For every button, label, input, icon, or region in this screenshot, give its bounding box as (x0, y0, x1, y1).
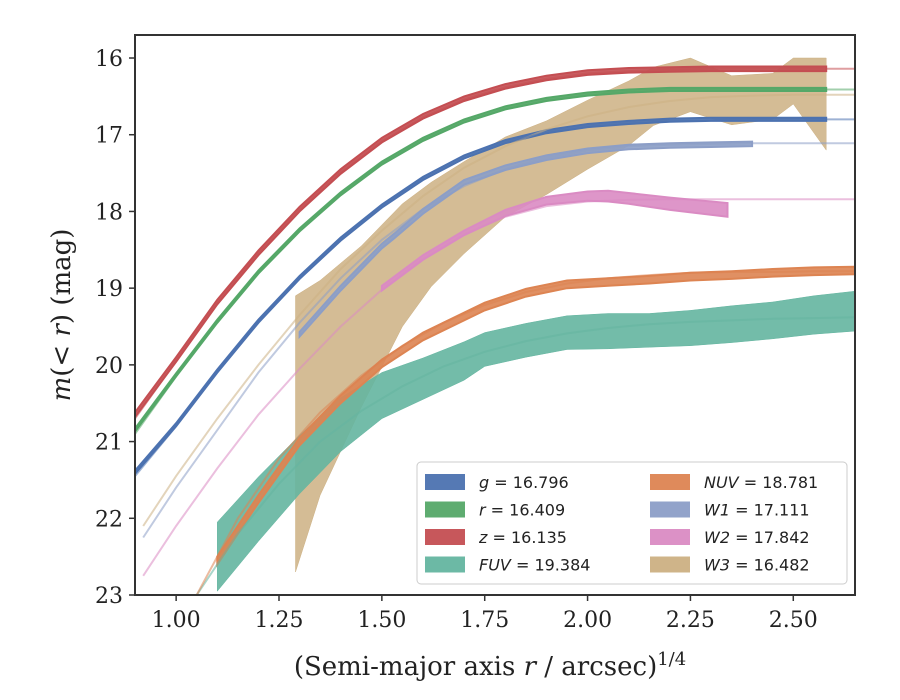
legend-swatch-w1 (650, 501, 690, 518)
model-curves (135, 67, 855, 595)
legend-label-w2: W2 = 17.842 (704, 528, 810, 547)
y-tick-label: 18 (95, 200, 123, 225)
legend: g = 16.796 r = 16.409 z = 16.135 FUV = 19.3… (416, 461, 848, 585)
y-tick-label: 20 (95, 354, 123, 379)
band-z (135, 65, 828, 419)
x-tick-label: 2.00 (563, 608, 612, 633)
model-curve-z (135, 67, 855, 420)
legend-label-w3: W3 = 16.482 (704, 556, 810, 575)
legend-swatch-z (425, 529, 465, 545)
y-tick-label: 23 (95, 584, 123, 609)
band-r (135, 86, 828, 434)
x-tick-label: 1.50 (357, 608, 406, 633)
band-fuv (217, 290, 855, 592)
legend-swatch-w3 (650, 556, 690, 573)
y-tick-label: 22 (95, 507, 123, 532)
model-curve-r (135, 88, 855, 435)
x-tick-label: 1.25 (255, 608, 304, 633)
model-curve-w2 (142, 198, 855, 577)
legend-label-nuv: NUV = 18.781 (704, 473, 818, 492)
legend-box (416, 461, 848, 585)
x-tick-label: 2.25 (666, 608, 715, 633)
x-axis-title: (Semi-major axis r / arcsec)1/4 (294, 649, 686, 682)
legend-label-w1: W1 = 17.111 (704, 501, 810, 520)
model-curve-fuv (195, 316, 855, 595)
y-axis-title: m(< r) (mag) (47, 229, 77, 402)
model-curve-nuv (195, 270, 855, 595)
legend-swatch-nuv (650, 474, 690, 490)
y-tick-label: 16 (95, 47, 123, 72)
x-tick-label: 1.00 (152, 608, 201, 633)
x-axis: 1.00 1.25 1.50 1.75 2.00 2.25 2.50 (152, 595, 818, 633)
y-tick-label: 17 (95, 124, 123, 149)
model-curve-g (135, 118, 855, 477)
legend-label-z: z = 16.135 (478, 528, 567, 547)
legend-swatch-g (425, 474, 465, 490)
legend-label-g: g = 16.796 (479, 473, 569, 492)
legend-swatch-w2 (650, 529, 690, 545)
model-curve-w1 (142, 142, 855, 539)
y-tick-label: 21 (95, 431, 123, 456)
x-tick-label: 1.75 (460, 608, 509, 633)
legend-swatch-fuv (425, 556, 465, 573)
band-w1 (298, 140, 754, 340)
legend-label-fuv: FUV = 19.384 (479, 556, 590, 575)
y-tick-label: 19 (95, 277, 123, 302)
plot-frame (134, 34, 856, 596)
x-tick-label: 2.50 (769, 608, 818, 633)
y-axis: 16 17 18 19 20 21 22 23 (95, 47, 135, 609)
model-curve-w3 (142, 93, 855, 527)
legend-label-r: r = 16.409 (479, 501, 565, 520)
legend-swatch-r (425, 501, 465, 518)
